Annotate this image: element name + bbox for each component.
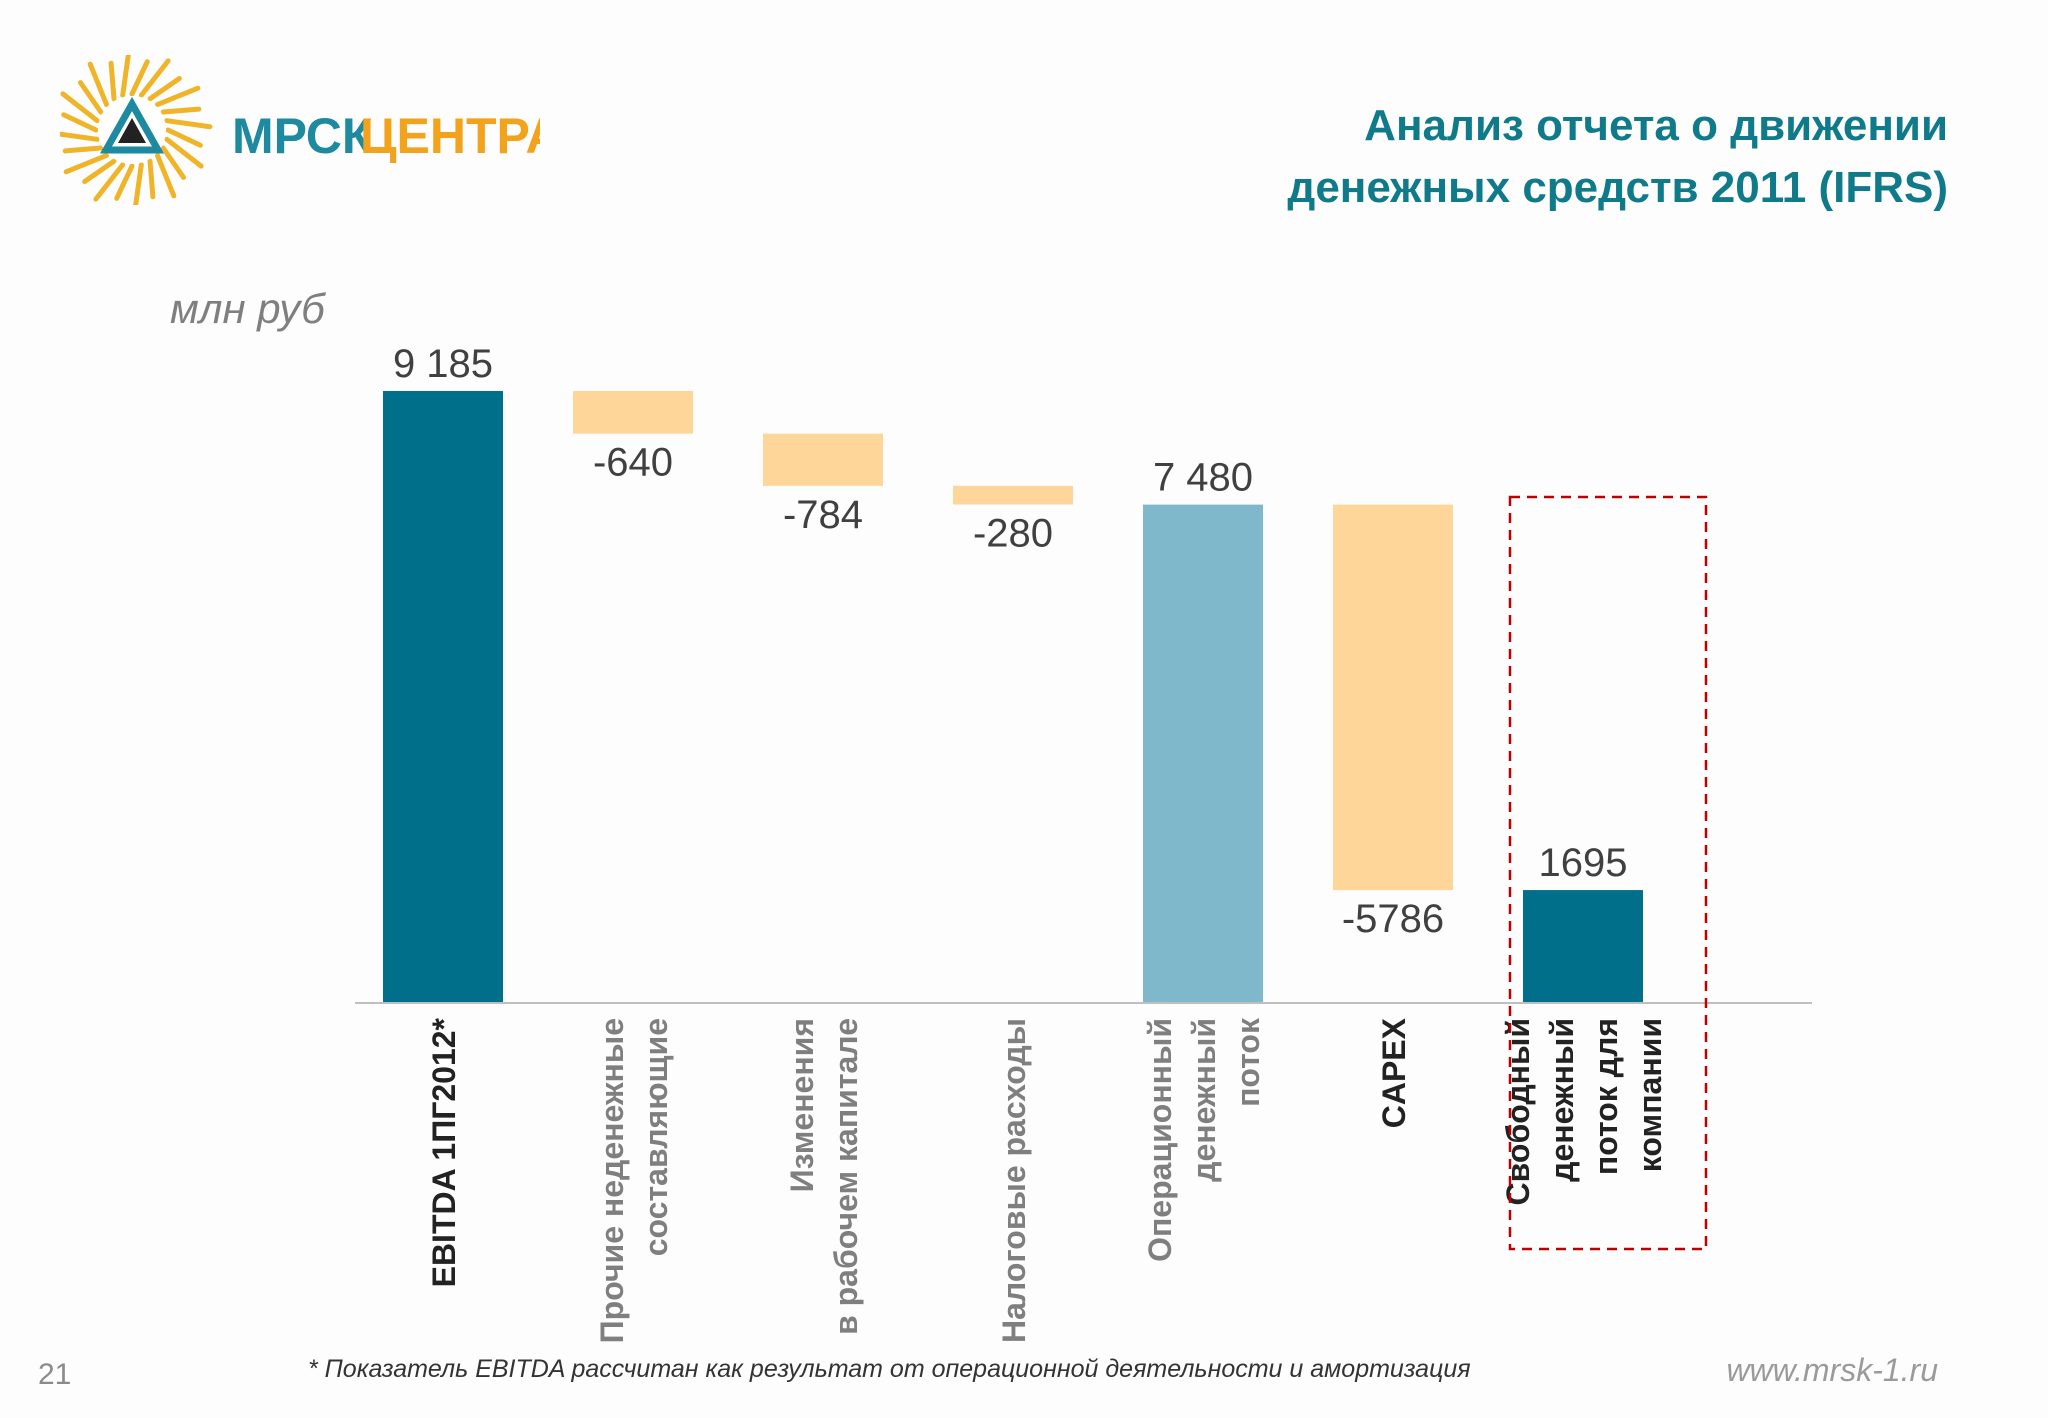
value-label-2: -640 (593, 441, 673, 485)
bar-1 (383, 391, 503, 1003)
sun-ray (147, 158, 156, 200)
sun-ray (114, 163, 135, 201)
category-labels-layer: EBITDA 1ПГ2012* Прочие неденежные составля… (426, 1017, 1668, 1343)
category-label-line: Изменения (784, 1018, 820, 1192)
footnote: * Показатель EBITDA рассчитан как резуль… (308, 1355, 1471, 1383)
category-label-4: Налоговые расходы (996, 1018, 1032, 1343)
website-link[interactable]: www.mrsk-1.ru (1726, 1352, 1938, 1388)
category-label-line: поток для (1588, 1018, 1624, 1175)
sun-ray (108, 60, 117, 102)
category-label-line: составляющие (638, 1018, 674, 1256)
bar-3 (763, 433, 883, 486)
logo-text-mrsk: МРСК (232, 108, 373, 164)
sun-ray (154, 85, 201, 108)
sun-ray (87, 61, 110, 108)
value-label-6: -5786 (1342, 897, 1444, 941)
sun-ray (93, 162, 126, 202)
page-number: 21 (38, 1358, 72, 1391)
category-label-line: поток (1230, 1017, 1266, 1107)
category-label-line: в рабочем капитале (828, 1018, 864, 1335)
sun-ray (120, 49, 132, 98)
value-label-7: 1695 (1539, 841, 1628, 885)
bar-5 (1143, 504, 1263, 1003)
category-label-line: денежный (1544, 1018, 1580, 1182)
sun-ray (62, 145, 104, 154)
category-label-line: CAPEX (1376, 1017, 1412, 1128)
bar-6 (1333, 504, 1453, 891)
sun-ray (82, 158, 117, 185)
sun-ray (51, 130, 100, 142)
bars-layer (383, 391, 1643, 1003)
sun-ray (160, 145, 187, 180)
category-label-line: Операционный (1142, 1018, 1178, 1262)
sun-ray (147, 75, 182, 102)
sun-ray (61, 112, 99, 133)
category-label-line: денежный (1186, 1018, 1222, 1182)
value-label-3: -784 (783, 493, 863, 537)
category-label-line: Свободный (1500, 1018, 1536, 1205)
page-title-line-1: Анализ отчета о движении (1364, 101, 1948, 150)
highlight-box (1508, 495, 1708, 1251)
category-label-line: EBITDA 1ПГ2012* (426, 1017, 462, 1287)
value-label-5: 7 480 (1153, 456, 1253, 500)
sun-ray (164, 136, 204, 169)
category-label-2: Прочие неденежные составляющие (594, 1018, 674, 1343)
sun-ray (132, 162, 144, 211)
value-label-1: 9 185 (393, 342, 493, 386)
sun-ray (160, 106, 202, 115)
sun-ray (164, 118, 213, 130)
unit-label: млн руб (170, 285, 325, 332)
category-label-7: Свободный денежный поток для компании (1500, 1018, 1668, 1205)
sun-ray (165, 127, 203, 148)
value-labels-layer: 9 185 -640 -784 -280 7 480 -5786 1695 (393, 342, 1628, 941)
bar-4 (953, 485, 1073, 505)
category-label-1: EBITDA 1ПГ2012* (426, 1017, 462, 1287)
sun-rays-icon (51, 49, 213, 211)
category-label-line: Прочие неденежные (594, 1018, 630, 1343)
category-label-5: Операционный денежный поток (1142, 1017, 1266, 1262)
page-title: Анализ отчета о движении денежных средст… (948, 95, 1948, 219)
page-title-line-2: денежных средств 2011 (IFRS) (1287, 163, 1948, 212)
value-label-4: -280 (973, 512, 1053, 556)
category-label-line: Налоговые расходы (996, 1018, 1032, 1343)
bar-7 (1523, 890, 1643, 1003)
sun-ray (138, 58, 171, 98)
sun-ray (154, 152, 177, 199)
sun-ray (60, 91, 100, 124)
category-label-6: CAPEX (1376, 1017, 1412, 1128)
sun-ray (129, 59, 150, 97)
sun-ray (77, 80, 104, 115)
category-label-line: компании (1632, 1018, 1668, 1172)
sun-ray (63, 152, 110, 175)
category-label-3: Изменения в рабочем капитале (784, 1018, 864, 1335)
bar-2 (573, 391, 693, 434)
